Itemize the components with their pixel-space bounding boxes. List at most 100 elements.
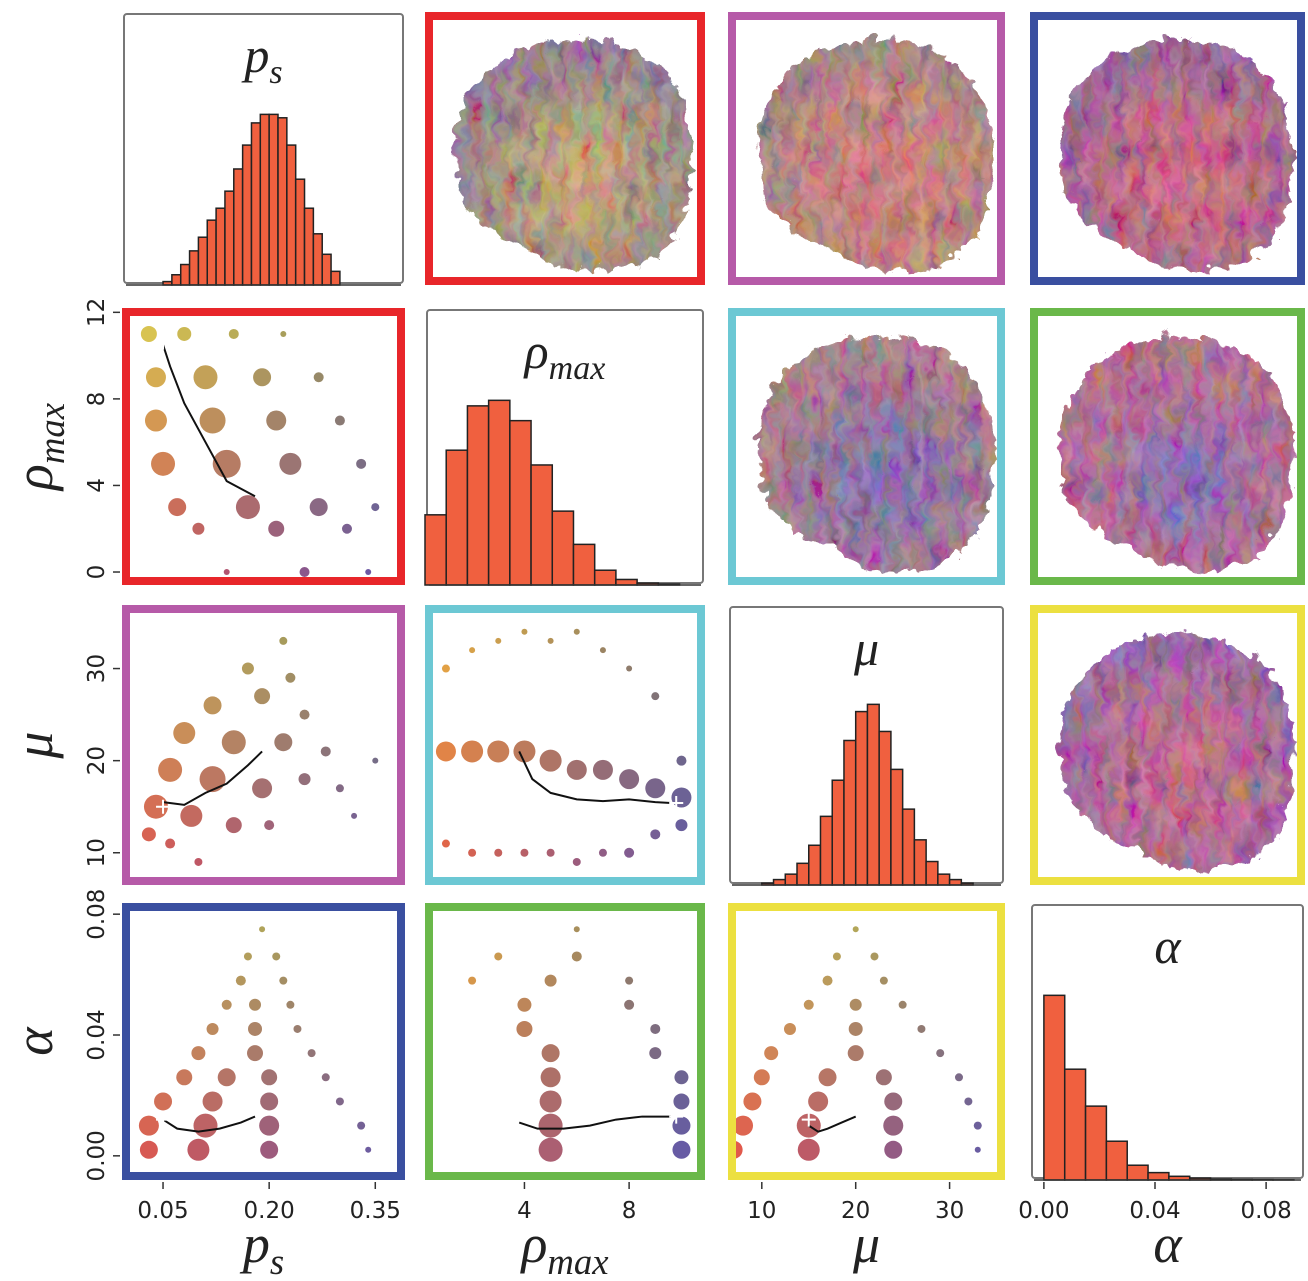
axis-symbol: ρmax <box>519 1214 609 1281</box>
point <box>259 926 266 933</box>
point <box>321 1073 330 1082</box>
bar <box>466 405 490 586</box>
point <box>225 817 242 834</box>
symbol: α <box>4 1026 64 1056</box>
start-marker <box>156 335 171 350</box>
point <box>286 1000 295 1009</box>
point <box>964 1097 973 1106</box>
bar <box>294 178 306 286</box>
bar <box>268 113 279 286</box>
point <box>672 1116 691 1135</box>
point <box>274 733 293 752</box>
symbol: μ <box>852 1214 880 1274</box>
point <box>260 1140 279 1159</box>
point <box>168 498 187 517</box>
bar <box>925 860 939 886</box>
bar <box>901 808 916 886</box>
tumour-image <box>1054 331 1290 568</box>
bar <box>188 250 200 286</box>
bar <box>224 190 235 286</box>
point <box>228 328 239 339</box>
bar <box>277 117 288 286</box>
bar <box>866 703 880 886</box>
tumour-texture <box>1054 35 1290 268</box>
tumour-texture <box>752 331 990 568</box>
bar <box>808 844 822 886</box>
point <box>849 998 862 1011</box>
symbol: ρ <box>523 323 549 379</box>
point <box>599 647 606 654</box>
x-tick-label: 0.00 <box>1018 1198 1069 1224</box>
point <box>517 997 532 1012</box>
point <box>884 1140 903 1159</box>
point <box>141 827 156 842</box>
point <box>649 1047 662 1060</box>
panel-frame <box>728 12 1005 285</box>
point <box>365 1146 372 1153</box>
point <box>764 1046 779 1061</box>
bar <box>796 862 810 886</box>
panel-frame <box>122 605 405 885</box>
point <box>803 999 814 1010</box>
point <box>468 848 477 857</box>
point <box>192 522 205 535</box>
y-tick-label: 30 <box>84 654 110 683</box>
panel-frame <box>1030 605 1305 885</box>
point <box>808 1091 829 1112</box>
tumour-texture <box>1054 331 1290 568</box>
bar <box>831 779 845 886</box>
point <box>495 637 502 644</box>
point <box>143 794 168 819</box>
y-tick-label: 10 <box>84 838 110 867</box>
bar <box>1084 1105 1108 1181</box>
point <box>187 1138 210 1161</box>
point <box>973 1121 982 1130</box>
x-tick-label: 0.05 <box>137 1198 188 1224</box>
point <box>674 1070 689 1085</box>
point <box>539 749 562 772</box>
point <box>676 755 687 766</box>
point <box>461 740 484 763</box>
panel-frame <box>122 308 405 585</box>
point <box>852 926 859 933</box>
symbol: ρ <box>4 464 64 492</box>
symbol: μ <box>853 620 879 676</box>
point <box>356 458 367 469</box>
point <box>541 1044 560 1063</box>
point <box>539 1090 562 1113</box>
x-tick-label: 8 <box>622 1198 637 1224</box>
point <box>645 778 666 799</box>
point <box>199 407 226 434</box>
bar <box>1063 1068 1087 1181</box>
point <box>334 415 345 426</box>
point <box>573 926 580 933</box>
point <box>875 1069 892 1086</box>
tumour-image <box>752 35 990 268</box>
y-tick-label: 0.04 <box>84 1009 110 1060</box>
point <box>441 839 450 848</box>
point <box>898 1000 907 1009</box>
point <box>598 848 607 857</box>
point <box>783 1022 796 1035</box>
bar <box>509 419 532 586</box>
y-tick-label: 20 <box>84 746 110 775</box>
panel-frame <box>1030 12 1305 285</box>
point <box>572 857 581 866</box>
point <box>309 498 328 517</box>
point <box>235 975 246 986</box>
x-tick-label: 0.04 <box>1129 1198 1180 1224</box>
axis-symbol: ρmax <box>4 402 72 492</box>
point <box>180 804 203 827</box>
point <box>416 830 424 838</box>
point <box>546 848 555 857</box>
x-tick-label: 10 <box>747 1198 776 1224</box>
symbol: p <box>239 1214 270 1274</box>
tumour <box>1054 35 1290 268</box>
point <box>917 1024 926 1033</box>
bar <box>445 449 469 586</box>
point <box>259 1115 280 1136</box>
point <box>243 952 252 961</box>
point <box>357 1121 366 1130</box>
subscript: s <box>269 54 282 91</box>
point <box>335 1097 344 1106</box>
